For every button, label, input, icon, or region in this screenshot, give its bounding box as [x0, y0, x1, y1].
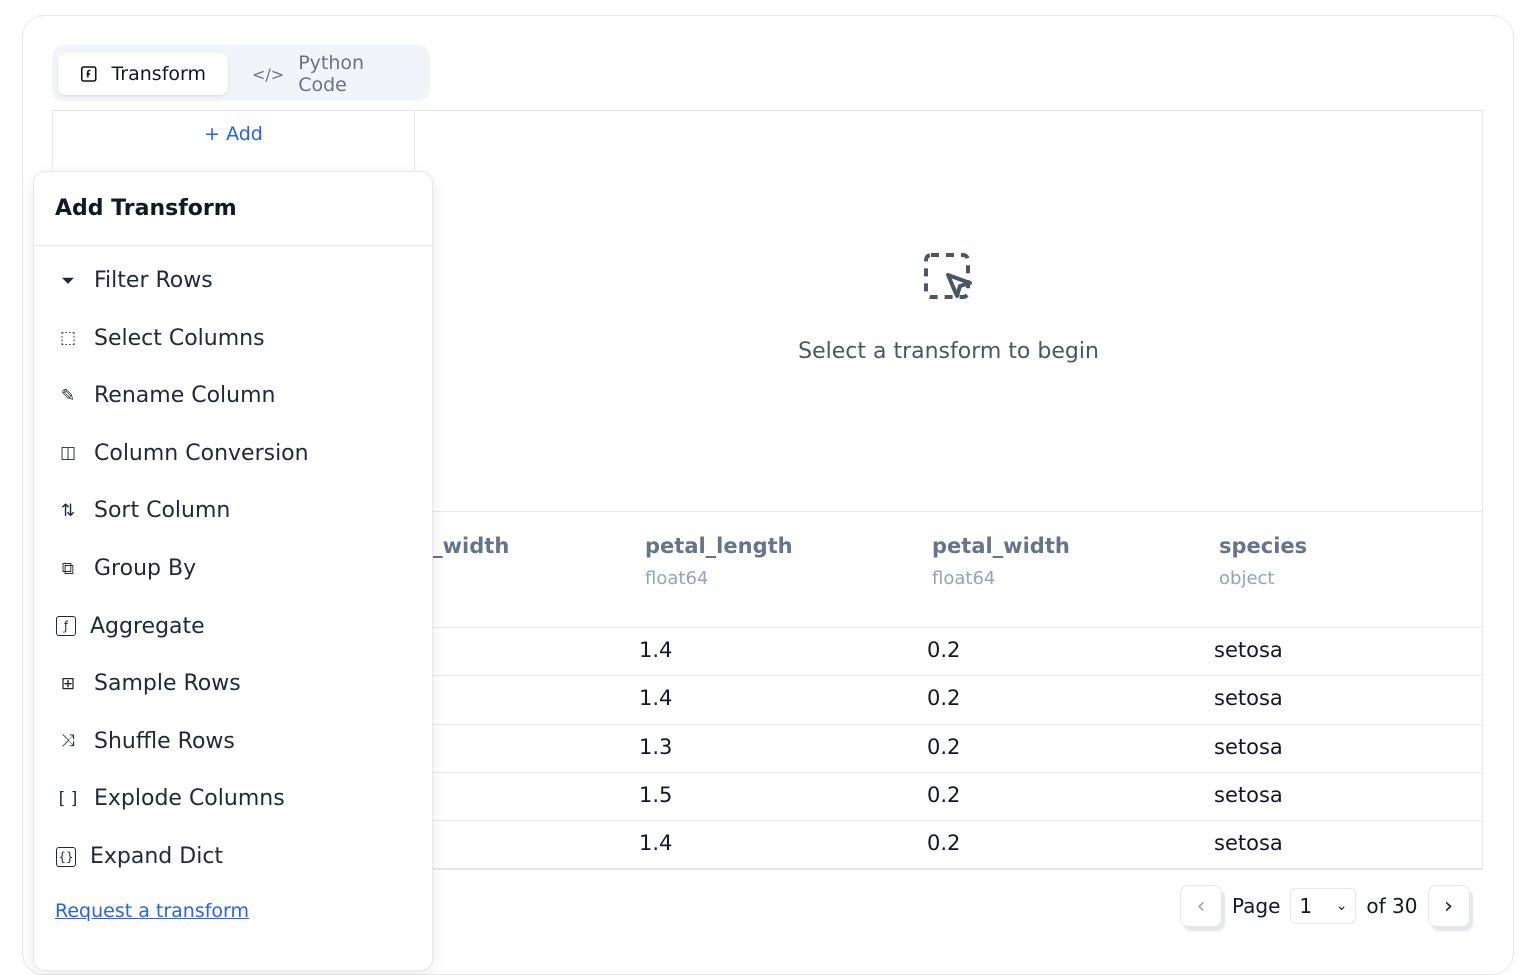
popup-title: Add Transform	[34, 172, 432, 246]
menu-item-label: Select Columns	[94, 325, 265, 351]
tab-label: Transform	[111, 63, 206, 85]
menu-item-label: Sort Column	[94, 498, 231, 524]
cell: setosa	[1214, 782, 1283, 807]
menu-item-expand-dict[interactable]: {} Expand Dict	[56, 844, 223, 869]
filter-icon: ⏷	[61, 270, 75, 291]
column-header[interactable]: petal_width	[932, 534, 1070, 558]
chevron-right-icon: ›	[1444, 893, 1453, 919]
menu-item-label: Column Conversion	[94, 440, 309, 466]
chevron-down-icon: ⌄	[1335, 898, 1348, 914]
function-square-icon: ƒ	[56, 616, 76, 637]
menu-item-sample-rows[interactable]: ⊞ Sample Rows	[56, 671, 241, 696]
table-row: 1.4 0.2 setosa	[414, 676, 1483, 725]
select-columns-icon: ⬚	[59, 328, 77, 349]
cell: 0.2	[927, 638, 961, 662]
menu-item-shuffle-rows[interactable]: ⤨ Shuffle Rows	[56, 729, 235, 754]
table-row: 1.5 0.2 setosa	[414, 773, 1483, 822]
transform-list-panel: + Add	[52, 110, 415, 170]
add-transform-button[interactable]: + Add	[204, 123, 263, 145]
page-value: 1	[1299, 894, 1313, 918]
next-page-button[interactable]: ›	[1427, 885, 1470, 927]
cell: setosa	[1214, 831, 1283, 856]
data-table: sepal_width petal_length float64 petal_w…	[369, 511, 1483, 870]
page-total: of 30	[1366, 894, 1418, 918]
pencil-icon: ✎	[60, 385, 76, 406]
page-label: Page	[1232, 894, 1281, 918]
cell: setosa	[1214, 686, 1283, 711]
cell: 1.4	[639, 686, 673, 711]
page-select[interactable]: 1 ⌄	[1290, 888, 1357, 924]
menu-item-label: Expand Dict	[90, 844, 224, 869]
pagination: ‹ Page 1 ⌄ of 30 ›	[1180, 885, 1470, 927]
shuffle-icon: ⤨	[61, 731, 75, 752]
menu-item-filter-rows[interactable]: ⏷ Filter Rows	[56, 268, 213, 293]
menu-item-label: Explode Columns	[94, 786, 285, 812]
menu-item-explode-columns[interactable]: [ ] Explode Columns	[56, 786, 285, 811]
file-braces-icon: {}	[56, 846, 76, 867]
brackets-icon: [ ]	[58, 788, 78, 809]
prev-page-button[interactable]: ‹	[1180, 885, 1222, 927]
menu-item-label: Group By	[94, 556, 197, 581]
cell: 1.3	[639, 734, 673, 759]
table-header: sepal_width petal_length float64 petal_w…	[369, 512, 1483, 628]
empty-state-text: Select a transform to begin	[798, 339, 1099, 364]
function-square-icon	[80, 66, 97, 82]
cell: 0.2	[927, 734, 961, 759]
menu-item-label: Sample Rows	[94, 671, 241, 697]
sample-icon: ⊞	[60, 673, 76, 694]
preview-panel: Select a transform to begin sepal_width …	[369, 110, 1483, 870]
tab-transform[interactable]: Transform	[58, 53, 228, 95]
group-icon: ⧉	[61, 558, 75, 579]
menu-item-select-columns[interactable]: ⬚ Select Columns	[56, 326, 265, 351]
menu-item-group-by[interactable]: ⧉ Group By	[56, 556, 196, 581]
table-row: 1.4 0.2 setosa	[414, 628, 1483, 677]
menu-item-label: Filter Rows	[94, 268, 213, 293]
menu-item-aggregate[interactable]: ƒ Aggregate	[56, 614, 205, 639]
chevron-left-icon: ‹	[1196, 893, 1206, 919]
column-type: float64	[645, 568, 709, 589]
table-row: 1.4 0.2 setosa	[414, 821, 1483, 870]
tab-python-code[interactable]: </> Python Code	[230, 52, 430, 96]
cell: setosa	[1214, 734, 1283, 759]
menu-item-column-conversion[interactable]: ◫ Column Conversion	[56, 441, 309, 466]
cell: setosa	[1214, 638, 1283, 662]
menu-item-rename-column[interactable]: ✎ Rename Column	[56, 383, 276, 409]
cell: 1.5	[639, 782, 673, 807]
sort-arrows-icon: ⇅	[60, 500, 76, 521]
menu-item-label: Shuffle Rows	[94, 728, 235, 754]
menu-item-sort-column[interactable]: ⇅ Sort Column	[56, 498, 230, 523]
cell: 0.2	[927, 831, 961, 856]
menu-item-label: Aggregate	[90, 613, 205, 639]
columns-icon: ◫	[59, 443, 77, 464]
request-transform-link[interactable]: Request a transform	[55, 900, 250, 922]
cell: 0.2	[927, 686, 961, 711]
table-row: 1.3 0.2 setosa	[414, 725, 1483, 773]
column-header[interactable]: petal_length	[645, 534, 793, 558]
tab-label: Python Code	[298, 52, 365, 96]
cell: 1.4	[639, 638, 673, 662]
column-header[interactable]: species	[1219, 534, 1308, 558]
tab-bar: Transform </> Python Code	[52, 45, 430, 101]
column-type: float64	[932, 568, 996, 589]
cell: 1.4	[639, 831, 673, 856]
dashed-selection-cursor-icon	[924, 253, 972, 299]
column-type: object	[1219, 568, 1275, 589]
menu-item-label: Rename Column	[94, 383, 276, 409]
add-transform-popup: Add Transform ⏷ Filter Rows ⬚ Select Column…	[33, 171, 433, 971]
cell: 0.2	[927, 782, 961, 807]
code-icon: </>	[252, 64, 285, 84]
